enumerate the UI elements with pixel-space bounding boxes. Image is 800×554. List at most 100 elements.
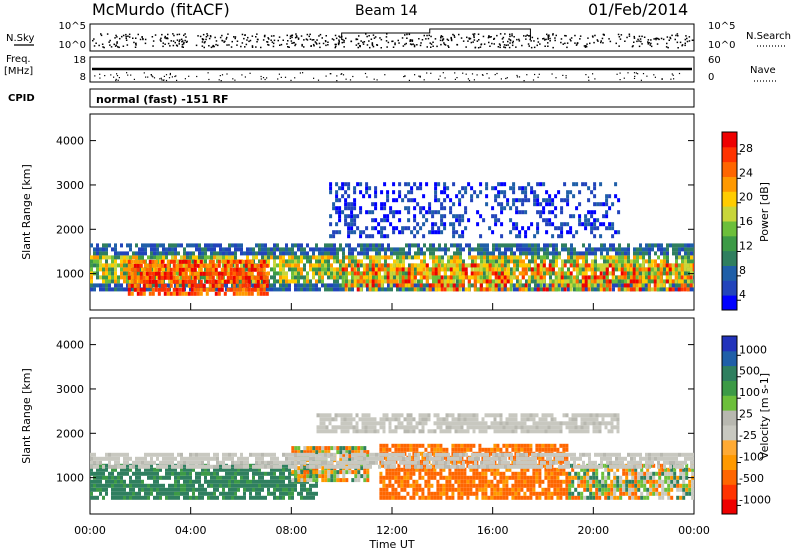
heatmap-cell bbox=[282, 255, 285, 260]
heatmap-cell bbox=[127, 275, 131, 280]
nsky-point bbox=[656, 37, 658, 39]
heatmap-cell bbox=[402, 271, 405, 276]
heatmap-cell bbox=[378, 251, 381, 256]
heatmap-cell bbox=[480, 259, 483, 264]
heatmap-cell bbox=[99, 251, 102, 256]
nave-point bbox=[336, 80, 338, 82]
heatmap-cell bbox=[162, 247, 165, 252]
nsky-point bbox=[331, 38, 334, 40]
colorbar-tick-label: 16 bbox=[739, 215, 753, 228]
heatmap-cell bbox=[495, 255, 498, 260]
heatmap-cell bbox=[599, 283, 603, 288]
heatmap-cell bbox=[312, 483, 315, 488]
heatmap-cell bbox=[351, 259, 354, 264]
nsky-point bbox=[521, 44, 523, 47]
nsky-point bbox=[311, 39, 314, 41]
heatmap-cell bbox=[246, 479, 249, 484]
heatmap-cell bbox=[411, 279, 414, 284]
nsky-point bbox=[552, 33, 554, 35]
heatmap-cell bbox=[435, 259, 438, 264]
nave-point bbox=[150, 74, 152, 76]
heatmap-cell bbox=[483, 275, 486, 280]
heatmap-cell bbox=[536, 279, 540, 284]
nave-point bbox=[473, 79, 475, 81]
heatmap-cell bbox=[342, 251, 345, 256]
nsky-point bbox=[380, 38, 383, 41]
heatmap-cell bbox=[348, 255, 351, 260]
heatmap-cell bbox=[333, 474, 337, 479]
heatmap-cell bbox=[350, 222, 354, 227]
nave-point bbox=[99, 73, 101, 75]
heatmap-cell bbox=[560, 206, 564, 211]
nsky-point bbox=[368, 40, 370, 42]
heatmap-cell bbox=[315, 454, 319, 459]
heatmap-cell bbox=[318, 450, 322, 455]
heatmap-cell bbox=[282, 483, 285, 488]
heatmap-cell bbox=[443, 283, 447, 288]
heatmap-cell bbox=[267, 487, 270, 492]
heatmap-cell bbox=[630, 283, 633, 288]
heatmap-cell bbox=[315, 267, 318, 272]
heatmap-cell bbox=[545, 190, 549, 195]
heatmap-cell bbox=[443, 198, 447, 203]
heatmap-cell bbox=[153, 251, 156, 256]
heatmap-cell bbox=[306, 487, 309, 492]
heatmap-cell bbox=[593, 275, 597, 280]
heatmap-cell bbox=[105, 263, 108, 268]
heatmap-cell bbox=[512, 182, 516, 187]
heatmap-cell bbox=[453, 263, 456, 268]
heatmap-cell bbox=[660, 251, 663, 256]
heatmap-cell bbox=[336, 470, 340, 475]
nsky-point bbox=[337, 42, 340, 44]
heatmap-cell bbox=[479, 263, 483, 268]
heatmap-cell bbox=[482, 279, 486, 284]
heatmap-cell bbox=[139, 275, 143, 280]
heatmap-cell bbox=[437, 271, 441, 276]
heatmap-cell bbox=[524, 283, 528, 288]
heatmap-cell bbox=[172, 291, 176, 296]
nsky-point bbox=[676, 41, 679, 44]
heatmap-cell bbox=[178, 267, 182, 272]
heatmap-cell bbox=[201, 491, 204, 496]
heatmap-cell bbox=[498, 267, 501, 272]
heatmap-cell bbox=[687, 247, 690, 252]
heatmap-cell bbox=[552, 271, 555, 276]
heatmap-cell bbox=[400, 467, 404, 472]
heatmap-cell bbox=[380, 202, 384, 207]
nsky-point bbox=[632, 45, 634, 47]
heatmap-cell bbox=[674, 267, 678, 272]
heatmap-cell bbox=[570, 243, 573, 248]
heatmap-cell bbox=[605, 198, 609, 203]
heatmap-cell bbox=[306, 495, 309, 500]
heatmap-cell bbox=[273, 471, 276, 476]
heatmap-cell bbox=[162, 491, 165, 496]
heatmap-cell bbox=[480, 267, 483, 272]
heatmap-cell bbox=[410, 271, 414, 276]
heatmap-cell bbox=[276, 263, 279, 268]
heatmap-cell bbox=[258, 471, 261, 476]
heatmap-cell bbox=[384, 251, 387, 256]
nave-point bbox=[585, 74, 587, 76]
nsky-point bbox=[549, 40, 551, 42]
heatmap-cell bbox=[423, 263, 426, 268]
heatmap-cell bbox=[638, 267, 642, 272]
heatmap-cell bbox=[138, 271, 141, 276]
heatmap-cell bbox=[348, 259, 351, 264]
nsky-point bbox=[591, 35, 594, 37]
heatmap-cell bbox=[524, 263, 528, 268]
heatmap-cell bbox=[117, 287, 120, 292]
heatmap-cell bbox=[228, 247, 231, 252]
heatmap-cell bbox=[366, 450, 370, 455]
heatmap-cell bbox=[407, 198, 411, 203]
heatmap-cell bbox=[503, 206, 507, 211]
nsky-point bbox=[470, 41, 473, 44]
heatmap-cell bbox=[120, 479, 123, 484]
heatmap-cell bbox=[126, 279, 129, 284]
nsky-point bbox=[555, 34, 557, 37]
heatmap-cell bbox=[680, 267, 684, 272]
nsky-point bbox=[241, 42, 244, 44]
heatmap-cell bbox=[156, 255, 159, 260]
heatmap-cell bbox=[96, 275, 99, 280]
heatmap-cell bbox=[450, 271, 453, 276]
heatmap-cell bbox=[533, 190, 537, 195]
